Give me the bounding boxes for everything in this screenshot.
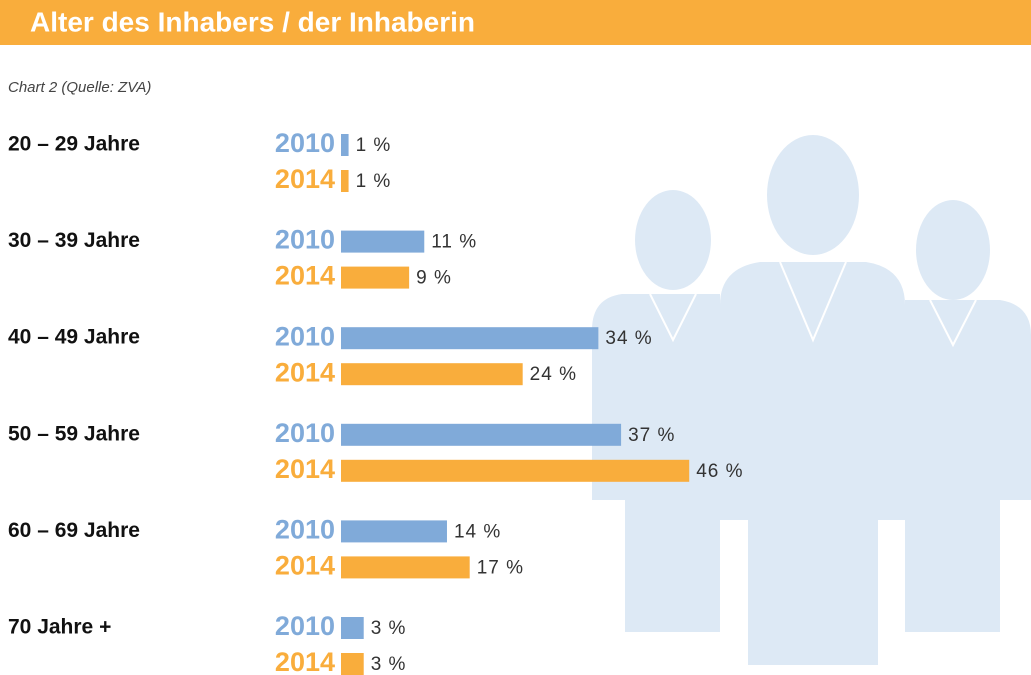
series-label: 2014 <box>275 647 335 675</box>
category-label: 50 – 59 Jahre <box>8 422 140 445</box>
bar <box>341 459 690 482</box>
bar <box>341 653 364 675</box>
series-label: 2010 <box>275 321 335 351</box>
series-label: 2010 <box>275 515 335 545</box>
category-label: 30 – 39 Jahre <box>8 229 140 252</box>
bar <box>341 363 523 386</box>
bar <box>341 423 622 446</box>
bar <box>341 327 599 350</box>
series-label: 2010 <box>275 225 335 255</box>
series-label: 2010 <box>275 611 335 641</box>
series-label: 2014 <box>275 454 335 484</box>
value-label: 3 % <box>371 654 407 675</box>
chart-subtitle: Chart 2 (Quelle: ZVA) <box>8 79 151 96</box>
value-label: 34 % <box>605 328 652 349</box>
value-label: 9 % <box>416 268 452 289</box>
bar <box>341 266 410 289</box>
value-label: 14 % <box>454 521 501 542</box>
value-label: 3 % <box>371 618 407 639</box>
series-label: 2010 <box>275 128 335 158</box>
value-label: 1 % <box>356 135 392 156</box>
series-label: 2010 <box>275 418 335 448</box>
bar <box>341 230 425 253</box>
chart-title: Alter des Inhabers / der Inhaberin <box>30 6 475 37</box>
value-label: 24 % <box>530 364 577 385</box>
bar <box>341 134 349 156</box>
category-label: 20 – 29 Jahre <box>8 133 140 156</box>
people-silhouette <box>592 135 1031 665</box>
bar <box>341 556 470 579</box>
series-label: 2014 <box>275 357 335 387</box>
value-label: 1 % <box>356 171 392 192</box>
value-label: 11 % <box>431 232 477 253</box>
value-label: 46 % <box>696 461 743 482</box>
series-label: 2014 <box>275 261 335 291</box>
value-label: 17 % <box>477 557 524 578</box>
category-label: 70 Jahre + <box>8 616 111 639</box>
category-label: 60 – 69 Jahre <box>8 519 140 542</box>
category-label: 40 – 49 Jahre <box>8 326 140 349</box>
bar <box>341 170 349 192</box>
series-label: 2014 <box>275 164 335 194</box>
silhouette-lines <box>649 261 977 348</box>
bar <box>341 520 447 543</box>
title-band <box>0 0 1031 45</box>
value-label: 37 % <box>628 425 675 446</box>
series-label: 2014 <box>275 551 335 581</box>
bar <box>341 617 364 639</box>
